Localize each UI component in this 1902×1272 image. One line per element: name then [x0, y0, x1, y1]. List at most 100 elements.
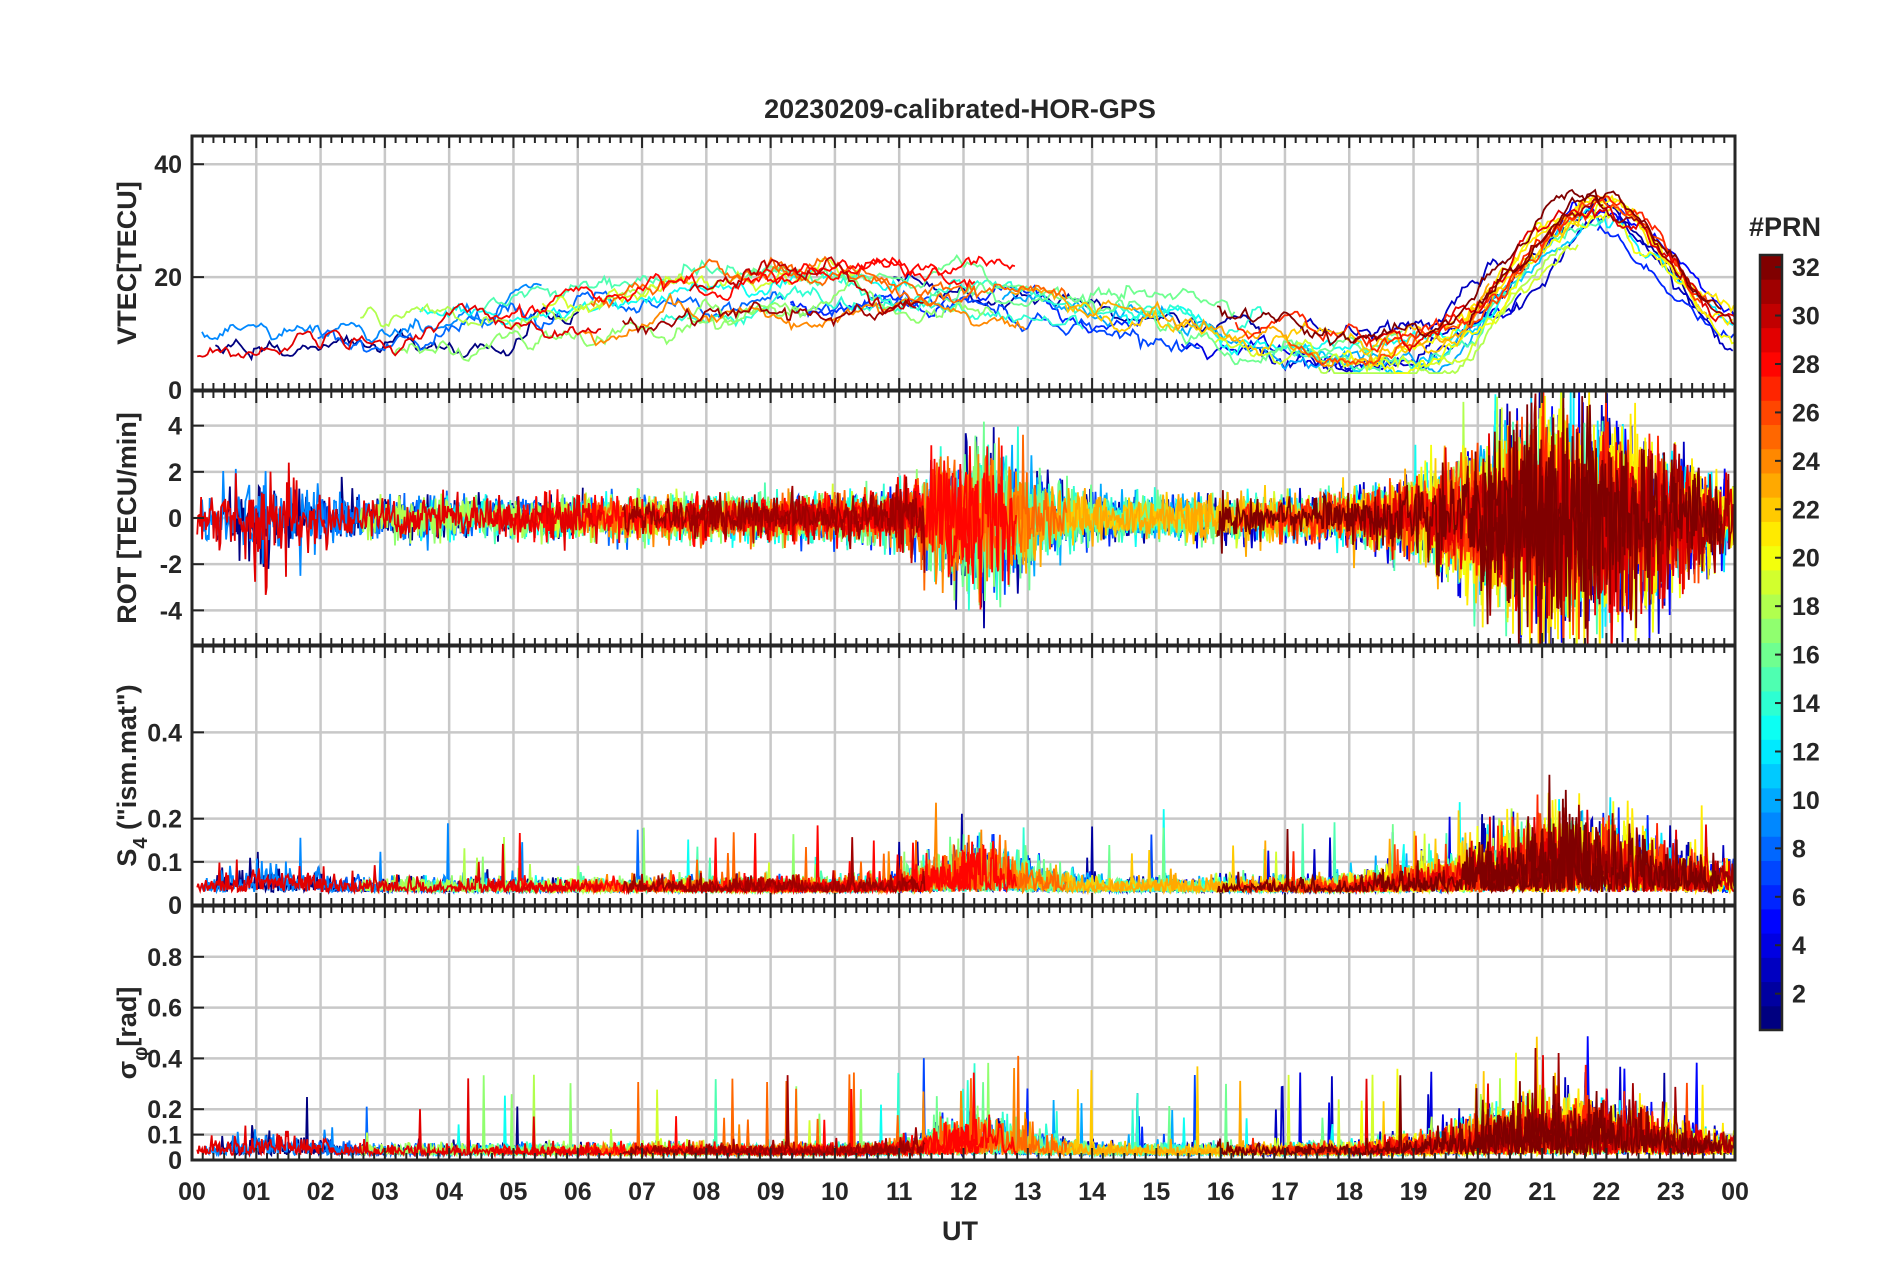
series-line-prn-31 [1482, 197, 1735, 326]
panel-rot: -4 -2 0 2 4 ROT [TECU/min] [112, 389, 1737, 647]
colorbar-segment [1760, 908, 1782, 934]
series-line-prn-16 [928, 281, 1403, 366]
colorbar-tick-label: 12 [1792, 738, 1820, 766]
series-line-prn-29 [1352, 205, 1734, 353]
x-tick-label: 10 [821, 1178, 849, 1206]
colorbar-tick-label: 18 [1792, 593, 1820, 621]
series-line-prn-1 [214, 304, 582, 362]
series-line-prn-32 [1468, 190, 1722, 326]
y-tick-label: 0.1 [147, 849, 182, 877]
y-tick-label: 0.4 [147, 1045, 182, 1073]
colorbar-segment [1760, 594, 1782, 619]
colorbar-segment [1760, 812, 1782, 837]
series-line-prn-17 [687, 276, 994, 325]
series-line-prn-28 [756, 825, 1018, 896]
colorbar-segment [1760, 666, 1782, 692]
x-tick-label: 01 [242, 1178, 270, 1206]
y-axis-label-vtec: VTEC[TECU] [112, 181, 142, 345]
colorbar-segment [1760, 933, 1782, 958]
y-axis-label-sigphi: σφ[rad] [112, 987, 152, 1080]
colorbar-segment [1760, 400, 1782, 426]
colorbar-segment [1760, 884, 1782, 910]
x-tick-label: 00 [1721, 1178, 1749, 1206]
panel-sigphi: 00.10.2 0.4 0.6 0.8 σφ[rad] [112, 904, 1737, 1175]
colorbar-tick-label: 14 [1792, 690, 1820, 718]
colorbar-segment [1760, 763, 1782, 789]
x-tick-label: 13 [1014, 1178, 1042, 1206]
series-line-prn-28 [493, 256, 976, 320]
colorbar-segment [1760, 860, 1782, 886]
colorbar-segment [1760, 690, 1782, 716]
colorbar-tick-label: 30 [1792, 303, 1820, 331]
colorbar-tick-label: 20 [1792, 545, 1820, 573]
series-line-prn-29 [196, 1078, 603, 1159]
series-line-prn-32 [1216, 391, 1604, 645]
colorbar-segment [1760, 472, 1782, 498]
colorbar-segment [1760, 715, 1782, 740]
x-tick-label: 20 [1464, 1178, 1492, 1206]
y-tick-label: 0 [168, 892, 182, 920]
x-tick-label: 06 [564, 1178, 592, 1206]
x-tick-label: 23 [1657, 1178, 1685, 1206]
y-tick-label: 20 [154, 264, 182, 292]
y-tick-label: 2 [168, 459, 182, 487]
colorbar-segment [1760, 376, 1782, 401]
colorbar-tick-label: 22 [1792, 496, 1820, 524]
colorbar-segment [1760, 787, 1782, 813]
x-tick-label: 16 [1207, 1178, 1235, 1206]
series-line-prn-20 [1369, 211, 1735, 375]
colorbar-tick-label: 4 [1792, 932, 1806, 960]
series-group [196, 1036, 1735, 1159]
colorbar-segment [1760, 303, 1782, 329]
series-line-prn-28 [757, 255, 1016, 283]
x-tick-label: 14 [1078, 1178, 1106, 1206]
colorbar-segment [1760, 327, 1782, 353]
y-tick-label: 0.1 [147, 1122, 182, 1150]
y-tick-label: 0.4 [147, 719, 182, 747]
series-line-prn-28 [757, 445, 1018, 610]
series-line-prn-31 [621, 476, 926, 573]
colorbar-title: #PRN [1749, 212, 1821, 242]
series-line-prn-32 [1216, 822, 1604, 896]
series-line-prn-8 [317, 290, 784, 353]
colorbar-segment [1760, 618, 1782, 643]
x-tick-label: 09 [757, 1178, 785, 1206]
colorbar-segment [1760, 448, 1782, 474]
y-tick-label: -2 [160, 551, 182, 579]
colorbar-tick-label: 16 [1792, 642, 1820, 670]
colorbar-frame [1758, 253, 1784, 1032]
series-group [196, 774, 1735, 896]
panel-vtec: 0 20 40 VTEC[TECU] [112, 134, 1737, 405]
colorbar-segment [1760, 957, 1782, 983]
y-tick-label: 4 [168, 413, 182, 441]
x-tick-label: 17 [1271, 1178, 1299, 1206]
x-tick-label: 15 [1142, 1178, 1170, 1206]
colorbar-segment [1760, 424, 1782, 450]
y-tick-label: 0.2 [147, 1096, 182, 1124]
series-line-prn-24 [582, 292, 1026, 347]
colorbar-tick-label: 28 [1792, 351, 1820, 379]
series-line-prn-29 [196, 843, 603, 896]
series-line-prn-31 [621, 837, 926, 896]
colorbar-tick-label: 24 [1792, 448, 1820, 476]
y-tick-label: 40 [154, 151, 182, 179]
x-tick-label: 00 [178, 1178, 206, 1206]
x-tick-label: 19 [1400, 1178, 1428, 1206]
x-tick-label: 02 [307, 1178, 335, 1206]
colorbar-segment [1760, 981, 1782, 1007]
y-tick-label: 0.2 [147, 806, 182, 834]
y-tick-label: 0.8 [147, 944, 182, 972]
series-line-prn-23 [1010, 282, 1490, 368]
y-tick-label: 0.6 [147, 995, 182, 1023]
y-tick-label: 0 [168, 505, 182, 533]
colorbar-segment [1760, 569, 1782, 595]
x-tick-label: 21 [1528, 1178, 1556, 1206]
y-axis-label-rot: ROT [TECU/min] [112, 412, 142, 623]
colorbar-segment [1760, 836, 1782, 861]
series-line-prn-32 [1216, 188, 1603, 347]
colorbar-segment [1760, 545, 1782, 571]
y-tick-label: 0 [168, 1147, 182, 1175]
colorbar-segment [1760, 739, 1782, 765]
